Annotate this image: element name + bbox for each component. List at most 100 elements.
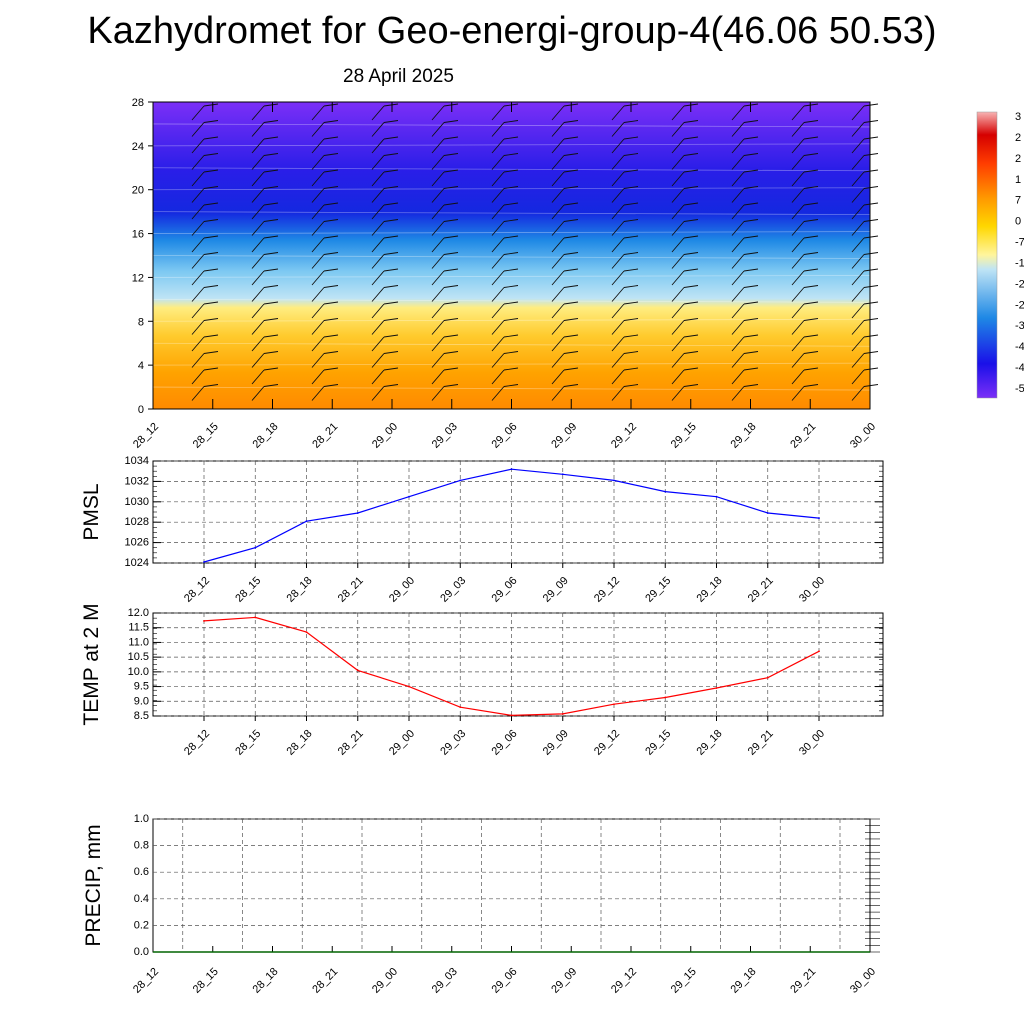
x-tick-label: 29_12 — [592, 575, 622, 605]
x-tick-label: 28_21 — [336, 728, 366, 758]
wind-barb — [851, 367, 879, 385]
wind-barb — [851, 351, 879, 368]
wind-barb — [551, 252, 579, 269]
colorbar-label: 3 — [1015, 111, 1021, 123]
wind-barb — [191, 202, 219, 220]
x-tick-label: 29_15 — [669, 421, 699, 451]
wind-barb — [551, 120, 579, 137]
wind-barb — [251, 169, 279, 187]
x-tick-label: 29_18 — [729, 966, 759, 996]
wind-barb — [191, 235, 219, 253]
y-tick-label: 1028 — [125, 516, 149, 528]
wind-barb — [731, 153, 759, 170]
wind-barb — [791, 120, 819, 137]
wind-barb — [791, 103, 819, 121]
data-point — [510, 468, 513, 471]
x-tick-label: 29_03 — [430, 966, 460, 996]
wind-barb — [371, 235, 399, 253]
colorbar-label: -7 — [1015, 237, 1024, 249]
wind-barb — [791, 252, 819, 269]
wind-barb — [851, 120, 879, 137]
y-tick-label: 9.5 — [134, 681, 149, 693]
wind-barb — [371, 169, 399, 187]
data-point — [254, 546, 257, 549]
wind-barb — [431, 103, 459, 121]
wind-barb — [791, 351, 819, 368]
wind-barb — [791, 285, 819, 302]
wind-barb — [371, 186, 399, 203]
x-tick-label: 29_21 — [788, 421, 818, 451]
wind-barb — [731, 301, 759, 319]
contour-line — [152, 211, 871, 216]
y-tick-label: 1032 — [125, 475, 149, 487]
y-tick-label: 16 — [132, 229, 144, 241]
y-tick-label: 0.8 — [134, 840, 149, 852]
data-point — [408, 495, 410, 498]
y-tick-label: 1026 — [125, 537, 149, 549]
x-tick-label: 29_00 — [370, 421, 400, 451]
wind-barb — [371, 103, 399, 121]
wind-barb — [491, 301, 519, 319]
wind-barb — [311, 301, 339, 319]
x-tick-label: 30_00 — [848, 421, 878, 451]
wind-barb — [731, 186, 759, 203]
y-tick-label: 11.5 — [128, 622, 149, 634]
wind-barb — [791, 384, 819, 401]
wind-barb — [371, 202, 399, 220]
wind-barb — [431, 120, 459, 137]
x-tick-label: 28_21 — [336, 575, 366, 605]
y-tick-label: 1024 — [125, 557, 149, 569]
y-tick-label: 20 — [132, 185, 144, 197]
wind-barb — [551, 285, 579, 302]
wind-barb — [191, 136, 219, 154]
wind-barb — [731, 367, 759, 385]
data-point — [613, 479, 615, 482]
wind-barb — [251, 252, 279, 269]
wind-barb — [491, 235, 519, 253]
wind-barb — [431, 235, 459, 253]
contour-line — [152, 167, 871, 172]
wind-barb — [671, 120, 699, 137]
wind-barb — [431, 351, 459, 368]
x-tick-label: 28_15 — [191, 421, 221, 451]
wind-barb — [371, 136, 399, 154]
y-tick-label: 0.2 — [134, 919, 149, 931]
wind-barb — [491, 186, 519, 203]
y-tick-label: 28 — [132, 97, 144, 109]
wind-barb — [551, 169, 579, 187]
wind-barb — [191, 268, 219, 286]
colorbar-label: -3 — [1015, 320, 1024, 332]
y-tick-label: 0.6 — [134, 866, 149, 878]
wind-barb — [791, 268, 819, 286]
wind-barb — [191, 285, 219, 302]
wind-barb — [431, 367, 459, 385]
wind-barb — [311, 153, 339, 170]
wind-barb — [611, 153, 639, 170]
wind-barb — [491, 169, 519, 187]
wind-barb — [551, 334, 579, 352]
colorbar: 3 2 2 1 7 0 -7 -1 -2 -2 -3 -4 -4 -5 — [976, 111, 1024, 399]
wind-barb — [191, 103, 219, 121]
wind-barb — [611, 351, 639, 368]
x-tick-label: 28_21 — [310, 966, 340, 996]
x-tick-label: 28_21 — [310, 421, 340, 451]
data-point — [510, 714, 513, 717]
contour-line — [152, 123, 871, 128]
wind-barb — [671, 285, 699, 302]
wind-barb — [851, 285, 879, 302]
wind-barb — [311, 202, 339, 220]
wind-barb — [491, 120, 519, 137]
precip-panel: 0.0 0.2 0.4 0.6 0.8 1.0 28_12 28_15 28_18 28_21 29… — [82, 813, 880, 996]
data-point — [664, 490, 667, 493]
wind-barb — [371, 252, 399, 269]
x-tick-label: 29_21 — [746, 575, 776, 605]
wind-barb — [311, 186, 339, 203]
wind-barb — [491, 153, 519, 170]
wind-barb — [611, 219, 639, 236]
x-tick-label: 28_18 — [285, 728, 315, 758]
wind-barb — [491, 367, 519, 385]
x-tick-label: 29_09 — [549, 966, 579, 996]
wind-barb — [551, 219, 579, 236]
wind-barb — [191, 153, 219, 170]
wind-barb — [551, 235, 579, 253]
